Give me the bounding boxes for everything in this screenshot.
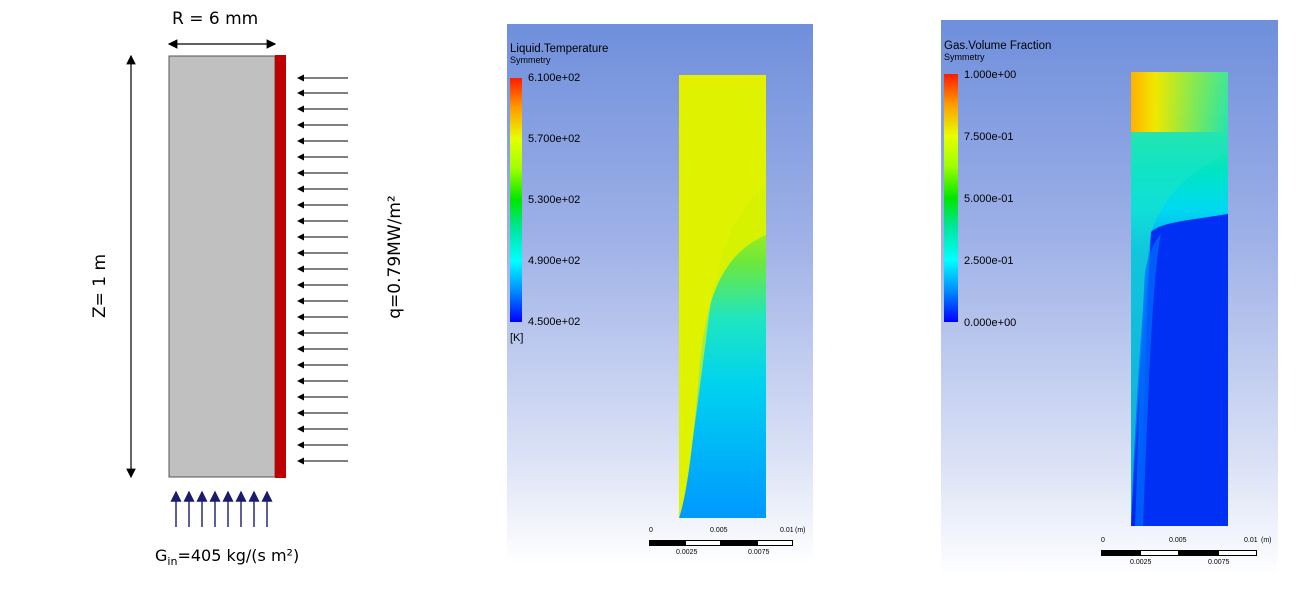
pipe-schematic: R = 6 mm Z= 1 m q=0.79MW/m² Gin=405 kg/(…: [0, 0, 480, 596]
temperature-legend-colorbar: [510, 78, 522, 322]
gas-contour-field: [1131, 72, 1228, 526]
temperature-scale-bar: 0 0.005 0.01 (m) 0.0025 0.0075: [649, 527, 806, 567]
scale-unit: (m): [1261, 537, 1272, 544]
gas-legend-tick: 0.000e+00: [964, 317, 1017, 329]
gas-scale-bar: 0 0.005 0.01 (m) 0.0025 0.0075: [1101, 537, 1272, 577]
schematic-graphics: [126, 39, 348, 527]
inlet-label-sub: in: [167, 555, 178, 569]
scale-tick-label: 0.01: [1244, 537, 1258, 544]
pipe-body: [168, 55, 276, 478]
gas-legend-tick: 5.000e-01: [964, 193, 1014, 205]
scale-segment: [1140, 550, 1179, 556]
scale-tick-label: 0.0075: [1208, 559, 1230, 566]
heat-flux-arrows: [297, 74, 348, 465]
inlet-mass-flux-label: Gin=405 kg/(s m²): [155, 546, 299, 568]
inlet-label-rest: =405 kg/(s m²): [177, 546, 300, 565]
scale-tick-label: 0.005: [1169, 537, 1187, 544]
temperature-legend-tick: 6.100e+02: [528, 72, 581, 84]
heat-flux-label: q=0.79MW/m²: [385, 195, 405, 319]
temperature-legend-tick: 4.500e+02: [528, 316, 581, 328]
gas-title: Gas.Volume Fraction: [944, 40, 1052, 52]
scale-segment: [1101, 550, 1140, 556]
scale-segment: [649, 540, 685, 546]
scale-segment: [757, 540, 793, 546]
temperature-contour-field: [679, 75, 766, 518]
scale-segment: [1179, 550, 1218, 556]
heated-wall: [275, 55, 286, 478]
temperature-legend-tick: 4.900e+02: [528, 255, 581, 267]
radius-label: R = 6 mm: [172, 9, 259, 29]
temperature-unit: [K]: [510, 332, 524, 344]
inlet-arrows: [170, 490, 273, 527]
temperature-subtitle: Symmetry: [510, 55, 551, 65]
gas-legend-tick: 7.500e-01: [964, 131, 1014, 143]
temperature-title: Liquid.Temperature: [510, 43, 609, 55]
temperature-contour-panel: Liquid.Temperature Symmetry 6.100e+02 5.…: [507, 24, 813, 564]
temperature-legend-tick: 5.700e+02: [528, 133, 581, 145]
scale-tick-label: 0.0075: [748, 549, 770, 556]
scale-segment: [685, 540, 721, 546]
height-label: Z= 1 m: [90, 253, 110, 319]
gas-legend-tick: 2.500e-01: [964, 255, 1014, 267]
inlet-label-main: G: [155, 546, 168, 565]
scale-tick-label: 0.0025: [1130, 559, 1152, 566]
temperature-legend-tick: 5.300e+02: [528, 194, 581, 206]
scale-tick-label: 0: [649, 527, 653, 534]
scale-unit: (m): [795, 527, 806, 534]
scale-segment: [1218, 550, 1257, 556]
scale-tick-label: 0.005: [710, 527, 728, 534]
gas-volume-fraction-panel: Gas.Volume Fraction Symmetry 1.000e+00 7…: [941, 20, 1278, 576]
scale-tick-label: 0.01: [780, 527, 794, 534]
gas-legend-colorbar: [944, 74, 958, 322]
scale-tick-label: 0.0025: [676, 549, 698, 556]
scale-tick-label: 0: [1101, 537, 1105, 544]
gas-legend-tick: 1.000e+00: [964, 69, 1017, 81]
gas-subtitle: Symmetry: [944, 52, 985, 62]
scale-segment: [721, 540, 757, 546]
